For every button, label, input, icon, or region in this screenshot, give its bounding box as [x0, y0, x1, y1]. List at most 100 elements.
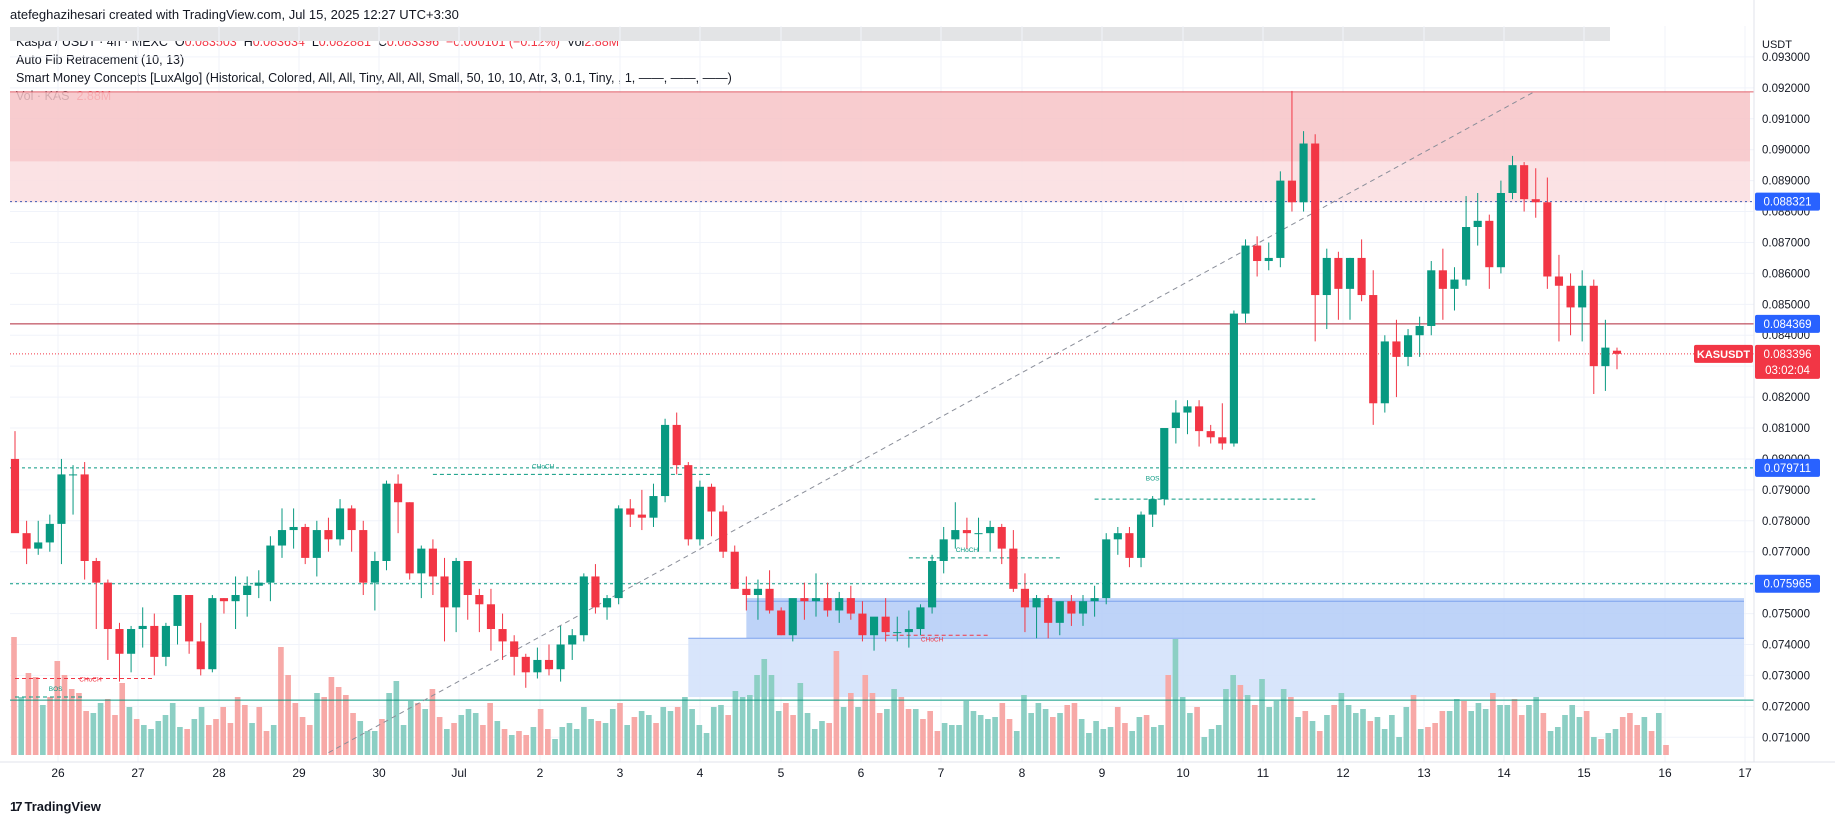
candle — [1473, 192, 1482, 246]
volume-bar — [1374, 717, 1381, 755]
candle — [1345, 257, 1355, 320]
structure-label: CHoCH — [956, 547, 979, 554]
candle — [1229, 310, 1238, 447]
candle — [1276, 171, 1285, 268]
candle — [1334, 251, 1343, 320]
candle-body — [127, 629, 136, 654]
volume-bar — [1042, 709, 1049, 755]
candle — [1520, 162, 1529, 212]
candle-body — [359, 530, 368, 583]
tradingview-brand: 17 TradingView — [10, 799, 101, 814]
candle-body — [382, 483, 391, 561]
volume-bars — [11, 637, 1669, 755]
volume-bar — [1461, 701, 1467, 755]
volume-bar — [379, 719, 385, 755]
candle — [57, 458, 66, 565]
structure-label: CHoCH — [79, 677, 102, 684]
volume-bar — [884, 709, 890, 755]
volume-bar — [393, 681, 400, 755]
volume-bar — [1396, 737, 1402, 755]
volume-bar — [638, 711, 645, 755]
candle-body — [1195, 406, 1204, 432]
volume-bar — [1641, 717, 1648, 755]
candle — [68, 465, 78, 515]
candle-body — [1531, 199, 1540, 203]
price-tick-label: 0.072000 — [1762, 701, 1810, 713]
candle — [463, 560, 472, 620]
volume-bar — [371, 731, 378, 755]
candle — [347, 505, 356, 552]
price-tick-label: 0.071000 — [1762, 732, 1810, 744]
volume-bar — [811, 729, 818, 755]
volume-bar — [1021, 695, 1027, 755]
volume-bar — [941, 723, 948, 755]
volume-bar — [242, 705, 248, 755]
candle-body — [1427, 270, 1436, 326]
price-badge — [1755, 574, 1820, 593]
candle — [661, 418, 670, 503]
candle-body — [869, 616, 879, 636]
candle-body — [753, 588, 763, 596]
volume-bar — [285, 675, 291, 755]
candle — [277, 508, 287, 558]
candle-body — [138, 625, 147, 630]
volume-bar — [1511, 699, 1518, 755]
volume-bar — [992, 717, 998, 755]
time-tick-label: 8 — [1019, 766, 1026, 780]
candle — [1485, 214, 1494, 289]
volume-bar — [790, 715, 796, 755]
candle — [1020, 573, 1030, 633]
volume-bar — [205, 725, 212, 755]
candle-body — [277, 530, 287, 546]
candle-body — [1520, 165, 1529, 200]
volume-bar — [61, 675, 68, 755]
volume-bar — [422, 709, 429, 755]
volume-bar — [1331, 705, 1337, 755]
candle — [1601, 319, 1610, 391]
candle-body — [1322, 257, 1331, 296]
candle-body — [1206, 431, 1215, 438]
candle-body — [440, 576, 449, 608]
candle — [1357, 239, 1366, 302]
time-tick-label: 26 — [51, 766, 65, 780]
volume-bar — [1360, 709, 1366, 755]
candle — [452, 557, 461, 633]
candle — [684, 462, 693, 546]
candle — [753, 579, 763, 620]
volume-bar — [862, 675, 869, 755]
candle-body — [347, 508, 356, 531]
candle-body — [1496, 192, 1505, 268]
volume-bar — [552, 739, 558, 755]
volume-bar — [1309, 721, 1316, 755]
candle-body — [811, 598, 821, 602]
candle-body — [568, 635, 577, 645]
candle — [533, 647, 542, 679]
candle — [649, 483, 658, 527]
candle-body — [1253, 245, 1262, 262]
candle-body — [719, 511, 728, 552]
candle — [1508, 155, 1517, 200]
candle — [185, 595, 194, 654]
volume-bar — [891, 689, 897, 755]
volume-bar — [263, 731, 270, 755]
volume-bar — [1237, 685, 1244, 755]
volume-bar — [725, 715, 731, 755]
candle — [1392, 319, 1401, 398]
volume-bar — [1475, 703, 1482, 755]
candle — [1612, 347, 1622, 370]
candle-body — [881, 616, 890, 633]
candle — [1287, 90, 1297, 212]
candle — [614, 505, 623, 605]
candle-body — [1218, 437, 1227, 444]
volume-bar — [1129, 731, 1135, 755]
candle-body — [533, 659, 542, 673]
time-tick-label: 14 — [1497, 766, 1511, 780]
candle-body — [614, 508, 623, 599]
candle-body — [1380, 341, 1389, 404]
volume-bar — [1215, 725, 1222, 755]
candle — [1044, 595, 1053, 639]
candle-body — [951, 530, 960, 540]
indicator-smc[interactable]: Smart Money Concepts [LuxAlgo] (Historic… — [16, 71, 732, 85]
volume-bar — [920, 719, 926, 755]
